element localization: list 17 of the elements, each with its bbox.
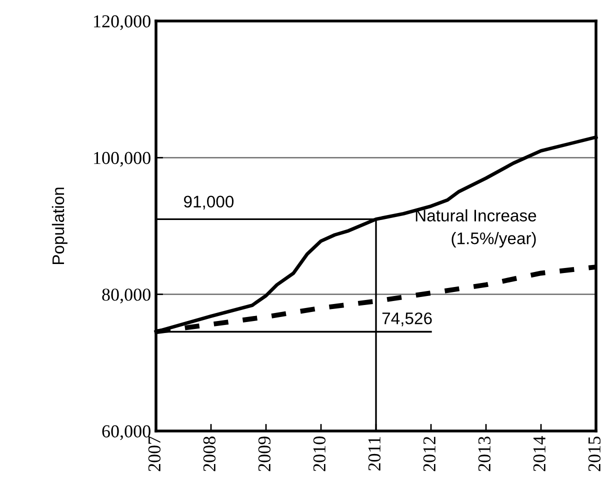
y-tick-label: 100,000 [94,152,150,167]
annotation: 74,526 [382,312,432,326]
y-axis-title: Population [52,188,68,264]
x-tick-label: 2010 [313,436,326,472]
x-tick-label: 2008 [203,436,216,472]
y-tick-label: 60,000 [102,425,150,440]
annotation: Natural Increase (1.5%/year) [416,209,536,248]
x-tick-label: 2009 [258,436,271,472]
x-tick-label: 2012 [423,436,436,472]
x-tick-label: 2014 [533,436,546,472]
x-tick-label: 2007 [148,436,161,472]
y-tick-label: 80,000 [102,288,150,304]
y-tick-label: 120,000 [94,15,150,30]
annotation: 91,000 [184,196,234,210]
x-tick-label: 2013 [478,436,491,472]
x-tick-label: 2011 [368,436,381,470]
x-tick-label: 2015 [588,436,601,472]
